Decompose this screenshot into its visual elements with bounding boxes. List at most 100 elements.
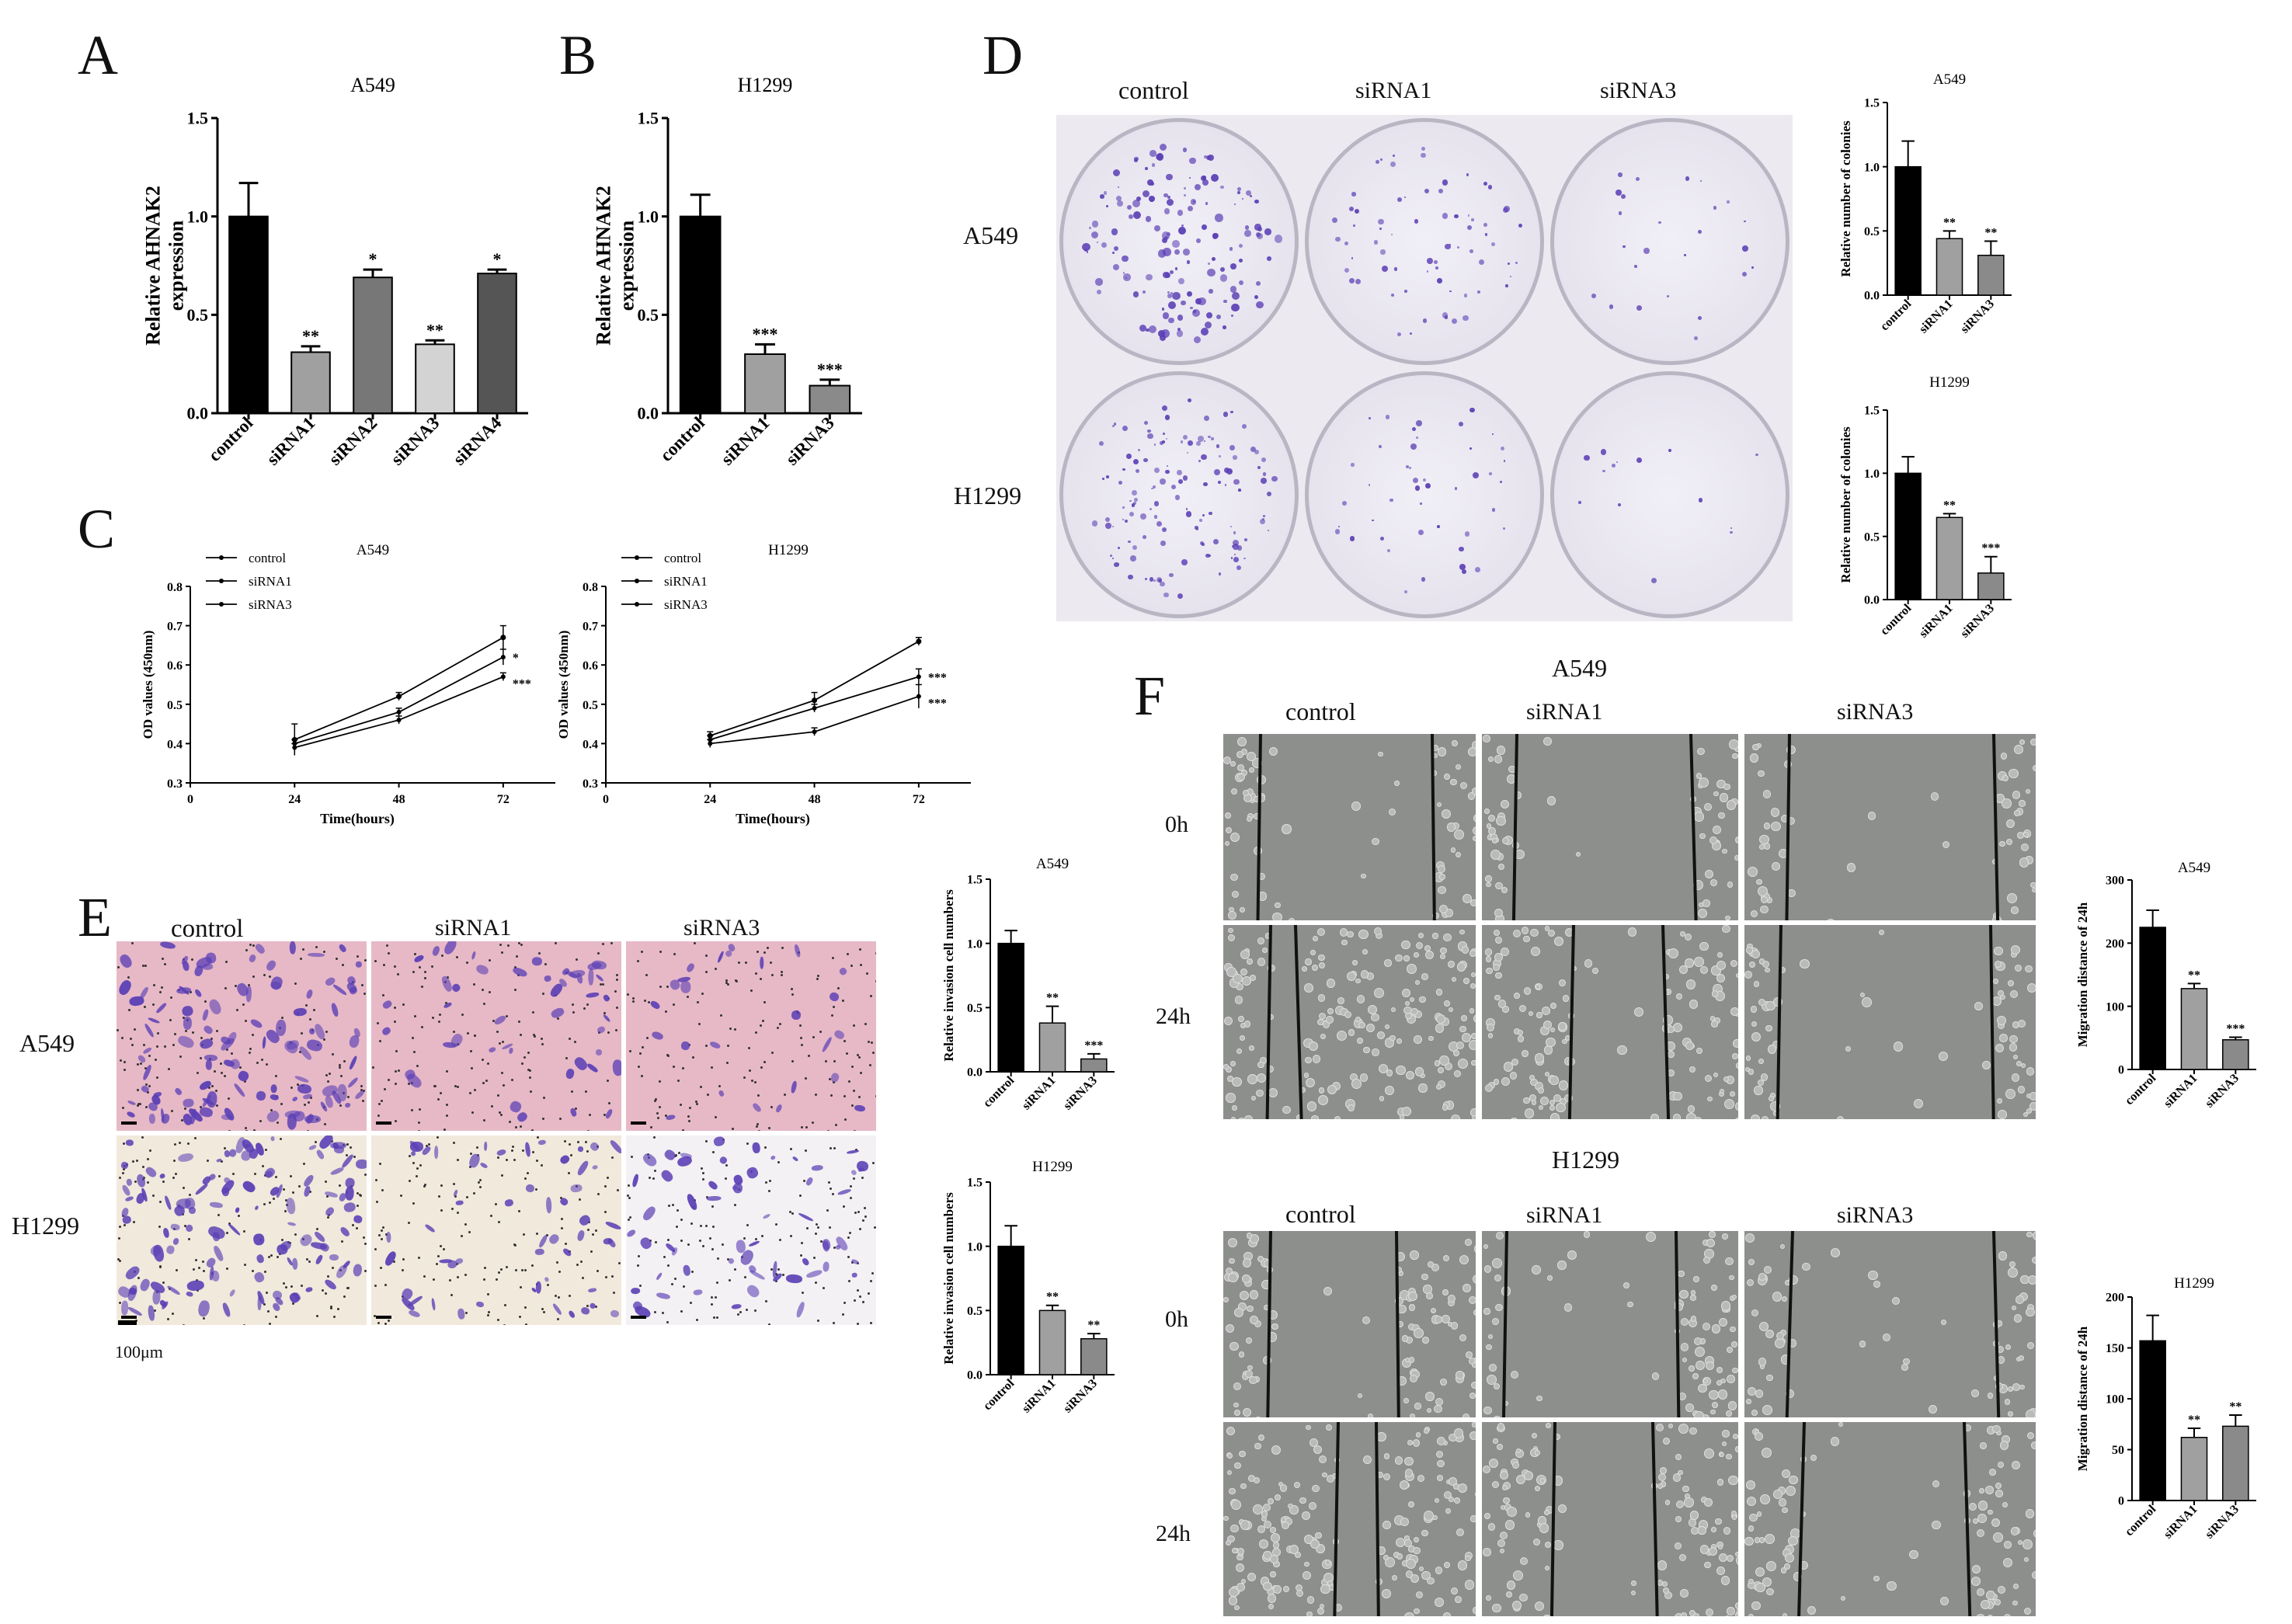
pore-dot bbox=[791, 988, 794, 991]
transwell-image-grid bbox=[117, 941, 882, 1330]
pore-dot bbox=[690, 1270, 694, 1273]
cell-cluster bbox=[1455, 1371, 1464, 1379]
cell-cluster bbox=[1667, 1026, 1675, 1034]
cell-cluster bbox=[2026, 1231, 2033, 1238]
pore-dot bbox=[573, 1040, 576, 1043]
cell-cluster bbox=[1709, 836, 1718, 844]
colony-dot bbox=[1170, 292, 1173, 294]
pore-dot bbox=[130, 1037, 133, 1040]
colony-dot bbox=[1466, 225, 1472, 231]
pore-dot bbox=[377, 1115, 381, 1118]
pore-dot bbox=[799, 1036, 802, 1039]
cell-cluster bbox=[2003, 1614, 2012, 1616]
cell-cluster bbox=[1522, 935, 1530, 943]
cell-cluster bbox=[2025, 789, 2030, 795]
cell-cluster bbox=[1668, 1423, 1674, 1429]
colony-dot bbox=[1518, 223, 1523, 228]
wound-edge-left bbox=[1797, 1422, 1806, 1616]
cell-cluster bbox=[1282, 1105, 1291, 1114]
pore-dot bbox=[291, 1191, 294, 1195]
pore-dot bbox=[656, 1116, 659, 1119]
cell-cluster bbox=[2012, 1600, 2019, 1606]
pore-dot bbox=[715, 1116, 718, 1119]
wound-edge-right bbox=[1375, 1422, 1380, 1616]
pore-dot bbox=[688, 1119, 691, 1122]
pore-dot bbox=[816, 974, 819, 977]
cell-cluster bbox=[1489, 1459, 1499, 1469]
cell-cluster bbox=[1657, 1560, 1668, 1570]
colony-dot bbox=[1100, 193, 1104, 199]
colony-dot bbox=[1403, 196, 1407, 198]
significance-mark: *** bbox=[513, 677, 531, 690]
d-col-header-sirna1: siRNA1 bbox=[1355, 78, 1432, 103]
cell-cluster bbox=[1226, 1470, 1232, 1476]
invaded-cell bbox=[431, 944, 441, 957]
pore-dot bbox=[188, 1237, 191, 1240]
cell-cluster bbox=[2007, 893, 2017, 903]
cell-cluster bbox=[1786, 1486, 1796, 1497]
invaded-cell bbox=[488, 1046, 497, 1054]
cell-cluster bbox=[2011, 906, 2019, 914]
pore-dot bbox=[123, 1061, 126, 1064]
cell-cluster bbox=[1226, 826, 1233, 833]
cell-cluster bbox=[1313, 1055, 1321, 1063]
cell-cluster bbox=[1415, 1432, 1421, 1438]
cell-cluster bbox=[1735, 1062, 1738, 1069]
pore-dot bbox=[464, 1273, 468, 1276]
pore-dot bbox=[610, 942, 613, 945]
y-tick-label: 1.0 bbox=[638, 207, 659, 226]
pore-dot bbox=[156, 1045, 159, 1048]
pore-dot bbox=[182, 1186, 185, 1189]
pore-dot bbox=[543, 1096, 546, 1099]
legend-label: siRNA1 bbox=[249, 574, 292, 589]
cell-cluster bbox=[1657, 1483, 1664, 1489]
pore-dot bbox=[516, 955, 519, 958]
pore-dot bbox=[561, 1217, 563, 1220]
invaded-cell bbox=[173, 1087, 183, 1097]
colony-dot bbox=[1132, 544, 1137, 551]
pore-dot bbox=[294, 1233, 297, 1236]
colony-dot bbox=[1103, 190, 1108, 195]
cell-cluster bbox=[1735, 1118, 1738, 1119]
pore-dot bbox=[805, 1149, 808, 1153]
cell-cluster bbox=[1451, 739, 1459, 747]
wound-image bbox=[1744, 734, 2036, 920]
cell-cluster bbox=[1231, 1499, 1241, 1510]
colony-dot bbox=[1169, 572, 1174, 578]
cell-cluster bbox=[2012, 1383, 2020, 1391]
cell-cluster bbox=[1725, 1615, 1730, 1616]
pore-dot bbox=[711, 1248, 715, 1251]
pore-dot bbox=[862, 1219, 865, 1222]
colony-dot bbox=[1113, 264, 1120, 271]
cell-cluster bbox=[1381, 1589, 1391, 1599]
cell-cluster bbox=[2022, 1539, 2033, 1549]
pore-dot bbox=[482, 1278, 485, 1281]
cell-cluster bbox=[1940, 1597, 1949, 1606]
colony-dot bbox=[1162, 312, 1170, 319]
data-point-control bbox=[500, 635, 506, 641]
pore-dot bbox=[453, 1031, 456, 1034]
wound-edge-left bbox=[1501, 1231, 1508, 1417]
pore-dot bbox=[232, 1173, 235, 1176]
cell-cluster bbox=[1434, 1598, 1444, 1608]
colony-dot bbox=[1144, 167, 1148, 170]
pore-dot bbox=[376, 1201, 379, 1204]
invaded-cell bbox=[631, 1174, 640, 1188]
cell-cluster bbox=[1978, 1501, 1988, 1511]
cell-cluster bbox=[1288, 1503, 1293, 1509]
pore-dot bbox=[610, 1275, 614, 1278]
cell-cluster bbox=[1407, 1440, 1414, 1445]
colony-dot bbox=[1425, 483, 1431, 489]
pore-dot bbox=[515, 1126, 518, 1129]
cell-cluster bbox=[2029, 738, 2036, 746]
invaded-cell bbox=[164, 1195, 172, 1210]
pore-dot bbox=[653, 1170, 656, 1173]
invaded-cell bbox=[605, 1108, 614, 1119]
pore-dot bbox=[339, 1066, 342, 1069]
colony-dot bbox=[1205, 311, 1212, 318]
colony-dot bbox=[1381, 266, 1388, 272]
cell-cluster bbox=[1692, 1373, 1699, 1380]
invaded-cell bbox=[676, 1154, 694, 1168]
pore-dot bbox=[527, 1051, 530, 1054]
colony-dot bbox=[1379, 228, 1383, 230]
